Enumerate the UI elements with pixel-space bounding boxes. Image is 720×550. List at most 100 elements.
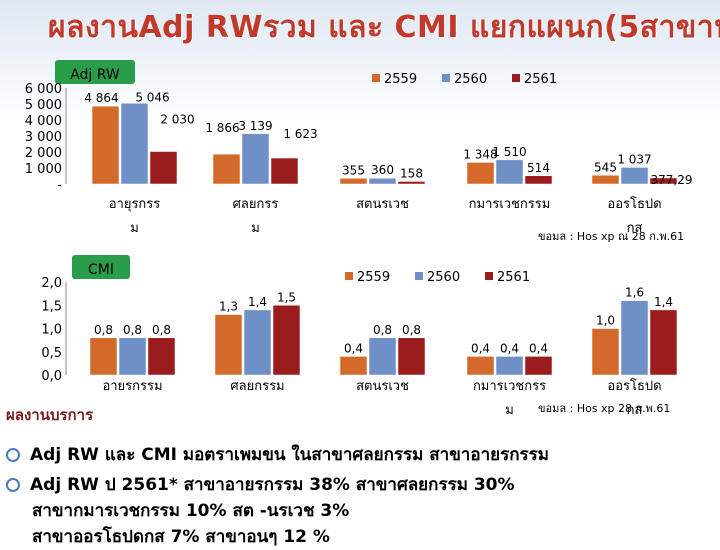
data-label: 0,8 [373,323,392,337]
data-label: 514 [527,161,550,175]
source-note: ขอมล : Hos xp 28 ก.พ.61 [538,402,670,415]
bar [149,151,178,185]
category-label: อายุรกรร [109,197,161,212]
data-label: 1,5 [277,290,296,304]
data-label: 1,3 [219,300,238,314]
y-tick-label: 6 000 [25,82,62,97]
bar [591,175,620,185]
bar [118,337,147,376]
summary-bullet-text: Adj RW และ CMI มอตราเพมขน ในสาขาศลยกรรม … [30,445,549,465]
bar [524,175,553,185]
source-note: ขอมล : Hos xp ณ 28 ก.พ.61 [538,230,684,243]
category-label: กส [627,221,643,236]
data-label: 0,4 [471,341,490,355]
bar [91,105,120,185]
data-label: 1 348 [463,147,497,161]
chart-title-badge [72,255,130,279]
legend-swatch [442,74,450,82]
legend-label: 2560 [427,270,460,285]
bar [649,177,678,185]
category-label: ศลยกรรม [230,379,284,394]
data-label: 1,4 [248,295,267,309]
bar [524,356,553,376]
data-label: 1,6 [625,286,644,300]
legend-label: 2559 [384,72,417,87]
data-label: 377,29 [651,173,693,187]
legend-swatch [512,74,520,82]
summary-heading: ผลงานบรการ [6,406,94,424]
legend-label: 2560 [454,72,487,87]
bar [147,337,176,376]
bullet-circle-icon [6,478,20,492]
data-label: 1 866 [205,121,239,135]
legend-swatch [372,74,380,82]
data-label: 0,8 [152,323,171,337]
bar [339,178,368,185]
category-label: ศลยกรร [233,197,279,212]
data-label: 1,4 [654,295,673,309]
category-label: ม [251,221,260,236]
category-label: ออรโธปด [607,378,661,394]
bar [270,157,299,185]
bar [368,177,397,185]
data-label: 0,4 [529,341,548,355]
y-tick-label: 5 000 [25,98,62,113]
y-tick-label: 4 000 [25,114,62,129]
cmi-chart-svg: CMI 2,0 1,5 1,0 0,5 0,0 2559 2560 2561 0,8 0,8 0,8 อ… [41,255,678,418]
data-label: 1 623 [283,127,317,141]
category-label: กมารเวชกรรม [469,197,551,212]
legend-label: 2559 [357,270,390,285]
summary-continuation-2: สาขาออรโธปดกส 7% สาขาอนๆ 12 % [32,527,330,547]
category-label: สตนรเวช [356,379,409,394]
bar [241,133,270,185]
cmi-chart: CMI 2,0 1,5 1,0 0,5 0,0 2559 2560 2561 0,8 0,8 0,8 อ… [0,255,720,420]
summary-bullet-1: Adj RW และ CMI มอตราเพมขน ในสาขาศลยกรรม … [6,441,549,468]
bar [495,159,524,185]
summary-section: ผลงานบรการ Adj RW และ CMI มอตราเพมขน ในส… [0,405,720,547]
category-label: สตนรเวช [356,197,409,212]
bar [120,103,149,185]
chart-title-badge [55,60,135,84]
category-label: ม [130,221,139,236]
chart-title: CMI [88,262,114,278]
legend-label: 2561 [524,72,557,87]
bar [272,305,301,376]
adj-rw-chart: Adj RW 6 000 5 000 4 000 3 000 2 000 1 000- 255… [0,55,720,250]
bar [620,300,649,376]
category-label: ออรโธปด [607,196,661,212]
summary-bullet-2: Adj RW ป 2561* สาขาอายรกรรม 38% สาขาศลยก… [6,471,515,498]
bar [397,337,426,376]
y-tick-label: 1,5 [41,299,62,314]
y-tick-label: 1,0 [41,323,62,338]
data-label: 5 046 [135,90,169,104]
data-label: 355 [342,163,365,177]
y-tick-label: 0,5 [41,346,62,361]
bar [466,356,495,376]
bullet-circle-icon [6,448,20,462]
data-label: 0,8 [402,323,421,337]
slide-title: ผลงานAdj RWรวม และ CMI แยกแผนก(5สาขาหลัก… [48,10,720,45]
bar [243,309,272,376]
bar [368,337,397,376]
bar [591,328,620,376]
legend-swatch [485,272,493,280]
data-label: 1,0 [596,314,615,328]
bar [397,181,426,185]
data-label: 1 510 [492,145,526,159]
summary-bullet-text: Adj RW ป 2561* สาขาอายรกรรม 38% สาขาศลยก… [30,475,515,495]
y-tick-label: 0,0 [41,369,62,384]
summary-continuation-1: สาขากมารเวชกรรม 10% สต -นรเวช 3% [32,501,350,521]
category-label: กมารเวชกรร [473,379,546,394]
data-label: 360 [371,163,394,177]
chart-title: Adj RW [70,67,120,83]
y-tick-label: 3 000 [25,130,62,145]
y-tick-label: 1 000 [25,162,62,177]
category-label: อายรกรรม [102,379,162,394]
y-tick-label: 2,0 [41,276,62,291]
data-label: 4 864 [84,91,118,105]
bar [89,337,118,376]
bar [620,167,649,185]
category-label: ม [505,403,514,418]
legend-label: 2561 [497,270,530,285]
